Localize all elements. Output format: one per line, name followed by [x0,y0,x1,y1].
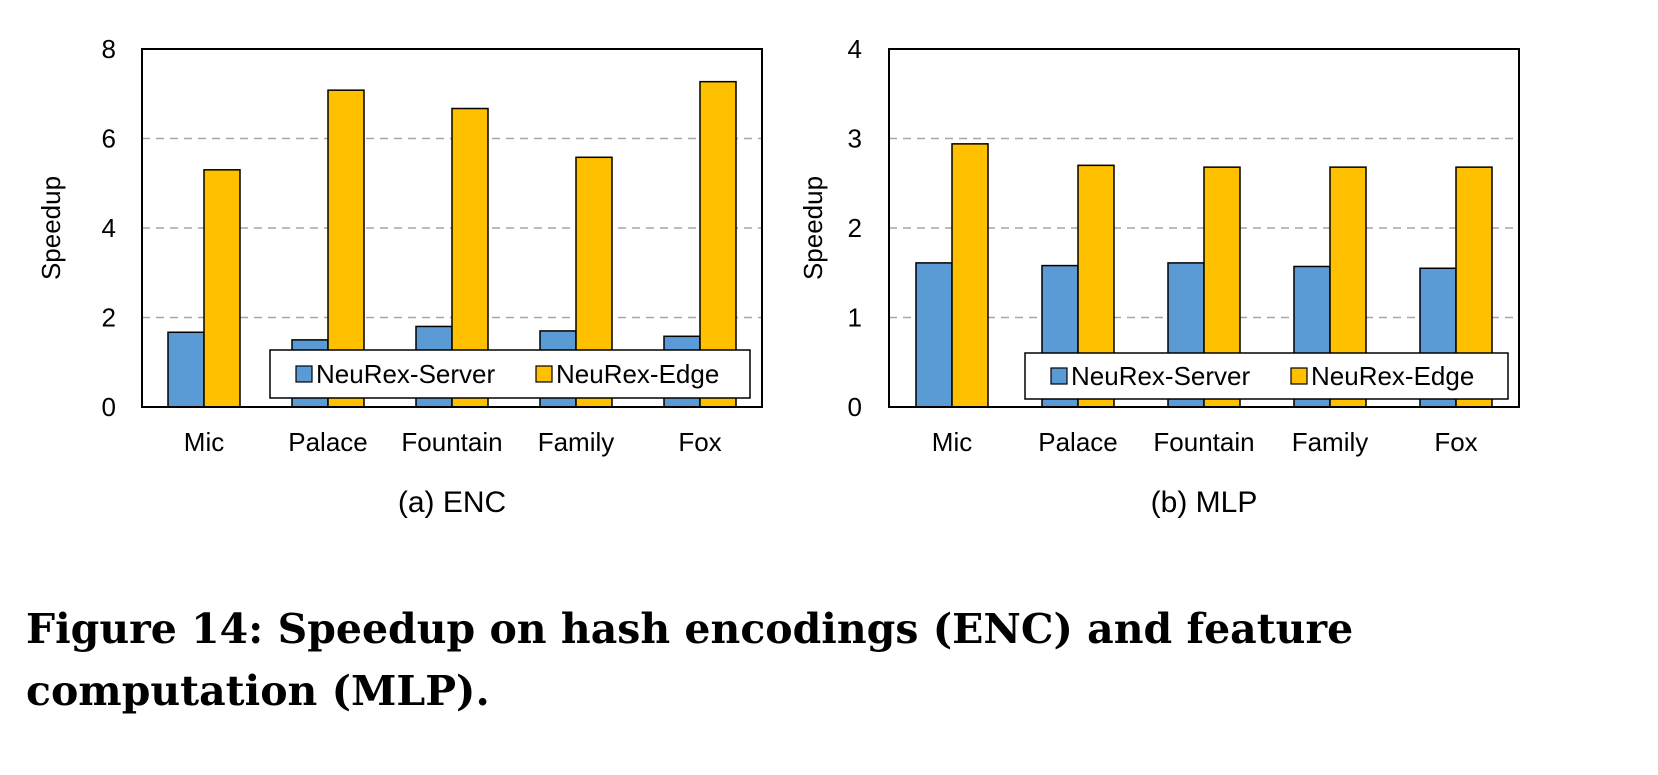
bar-neurex-edge-mic [203,169,241,408]
x-tick-label: Mic [932,427,972,457]
chart-panel-mlp: 0 1 2 3 4 Mic Palace Fountain Family Fox NeuRex-Se… [798,34,1520,519]
legend-label: NeuRex-Server [1071,361,1251,391]
y-axis-label: Speedup [36,176,66,280]
y-tick-label: 1 [848,303,862,333]
legend-box [269,349,751,399]
y-tick-label: 6 [102,124,116,154]
legend-label: NeuRex-Edge [556,359,719,389]
x-tick-label: Fox [1434,427,1477,457]
y-axis-label: Speedup [798,176,828,280]
legend-swatch [1290,367,1308,385]
plot-frame [141,48,763,408]
bar-neurex-server-mic [915,262,953,408]
x-tick-label: Fox [678,427,721,457]
y-tick-label: 2 [848,213,862,243]
legend-box [1024,352,1509,400]
x-tick-label: Mic [184,427,224,457]
y-tick-label: 4 [102,213,116,243]
x-tick-label: Fountain [1153,427,1254,457]
legend-swatch [1050,367,1068,385]
y-tick-label: 8 [102,34,116,64]
y-tick-label: 4 [848,34,862,64]
bar-neurex-edge-mic [951,143,989,408]
subplot-title: (b) MLP [1151,486,1258,519]
x-tick-label: Family [538,427,615,457]
y-tick-label: 0 [102,392,116,422]
x-tick-label: Palace [288,427,368,457]
legend-label: NeuRex-Edge [1311,361,1474,391]
y-tick-label: 3 [848,124,862,154]
figure-caption: Figure 14: Speedup on hash encodings (EN… [26,605,1354,715]
legend-label: NeuRex-Server [316,359,496,389]
x-tick-label: Family [1292,427,1369,457]
bar-neurex-server-mic [167,331,205,408]
legend-swatch [535,365,553,383]
y-tick-label: 2 [102,303,116,333]
plot-frame [888,48,1520,408]
y-tick-label: 0 [848,392,862,422]
legend-swatch [295,365,313,383]
x-tick-label: Palace [1038,427,1118,457]
x-tick-label: Fountain [401,427,502,457]
subplot-title: (a) ENC [398,486,506,519]
chart-panel-enc: 0 2 4 6 8 Mic Palace Fountain Family Fox NeuRex-Se… [36,34,763,519]
